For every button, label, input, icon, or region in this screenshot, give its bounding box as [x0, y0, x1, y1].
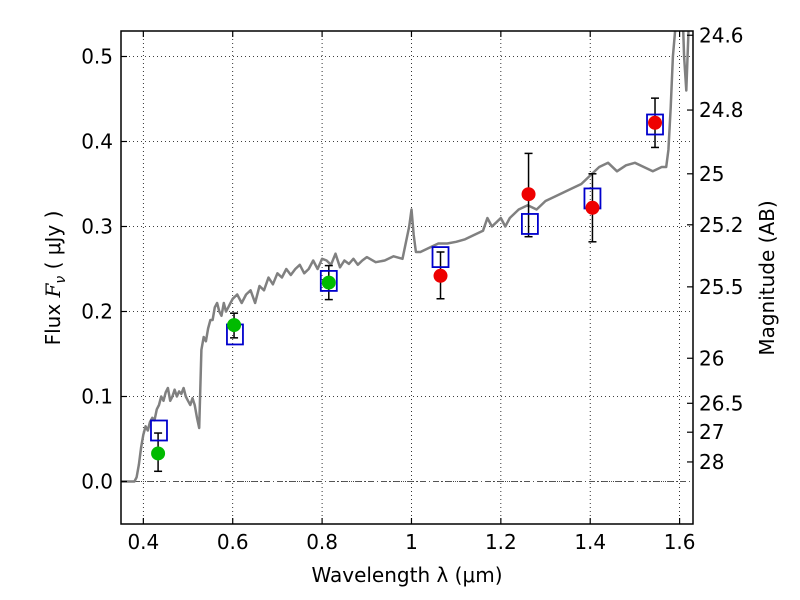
magnitude-tick-label: 26: [699, 346, 724, 370]
left-y-axis-title-unit: ( μJy ): [41, 211, 65, 276]
observed-photometry-markers: [151, 115, 663, 461]
magnitude-tick-label: 25.5: [699, 275, 744, 299]
magnitude-tick-label: 24.6: [699, 23, 744, 47]
model-photometry-square: [319, 269, 338, 292]
x-tick-label: 0.4: [127, 530, 159, 554]
model-spectrum-line: [121, 31, 690, 483]
left-y-axis-title-symbol: F: [41, 282, 65, 298]
magnitude-tick-label: 26.5: [699, 391, 744, 415]
x-tick-label: 1: [405, 530, 418, 554]
observed-flux-point: [227, 318, 242, 333]
grid: [121, 31, 693, 524]
y-tick-label: 0.0: [81, 470, 113, 494]
magnitude-tick-label: 25: [699, 162, 724, 186]
model-photometry-square: [646, 113, 664, 136]
x-tick-label: 1.6: [664, 530, 696, 554]
observed-flux-point: [585, 200, 600, 215]
left-y-axis-title: Flux Fν ( μJy ): [41, 211, 69, 346]
x-tick-label: 1.2: [485, 530, 517, 554]
x-tick-label: 1.4: [574, 530, 606, 554]
model-photometry-square: [520, 213, 539, 235]
y-tick-label: 0.2: [81, 300, 113, 324]
model-photometry-square: [431, 246, 450, 269]
observed-flux-point: [321, 275, 336, 290]
y-tick-label: 0.5: [81, 45, 113, 69]
right-y-axis-title: Magnitude (AB): [755, 200, 779, 355]
observed-flux-point: [648, 115, 663, 130]
y-tick-label: 0.3: [81, 215, 113, 239]
plot-frame: [120, 30, 694, 525]
x-axis-title: Wavelength λ (μm): [311, 563, 502, 587]
magnitude-tick-label: 25.2: [699, 213, 744, 237]
left-y-axis-title-prefix: Flux: [41, 297, 65, 345]
y-tick-label: 0.4: [81, 130, 113, 154]
observed-flux-point: [151, 446, 166, 461]
magnitude-tick-label: 24.8: [699, 98, 744, 122]
magnitude-tick-label: 28: [699, 450, 724, 474]
observed-flux-point: [433, 268, 448, 283]
model-photometry-square: [150, 419, 168, 442]
axis-ticks: 0.4 0.6 0.8 1 1.2 1.4 1.6 0.0 0.1 0.2 0.3 0.4 0.5 24.…: [81, 23, 743, 554]
magnitude-tick-label: 27: [699, 420, 724, 444]
observed-flux-point: [521, 187, 536, 202]
x-tick-label: 0.6: [217, 530, 249, 554]
y-tick-label: 0.1: [81, 385, 113, 409]
x-tick-label: 0.8: [306, 530, 338, 554]
left-y-axis-title-subscript: ν: [53, 276, 69, 284]
